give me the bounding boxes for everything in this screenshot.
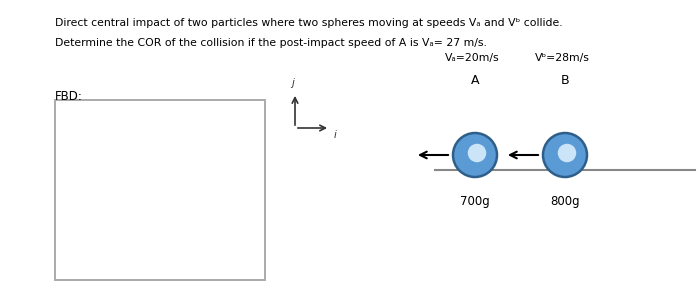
Circle shape	[558, 144, 576, 162]
Text: i: i	[334, 130, 337, 140]
Circle shape	[453, 133, 497, 177]
Text: FBD:: FBD:	[55, 90, 83, 103]
Text: j: j	[292, 78, 295, 88]
Text: 800g: 800g	[550, 195, 580, 208]
Text: Vₐ=20m/s: Vₐ=20m/s	[444, 53, 499, 63]
Text: B: B	[561, 73, 569, 86]
Text: 700g: 700g	[460, 195, 490, 208]
Text: A: A	[470, 73, 480, 86]
Text: Vᵇ=28m/s: Vᵇ=28m/s	[535, 53, 589, 63]
Text: Determine the COR of the collision if the post-impact speed of A is Vₐ= 27 m/s.: Determine the COR of the collision if th…	[55, 38, 487, 48]
Circle shape	[543, 133, 587, 177]
Bar	[55, 100, 265, 280]
Text: Direct central impact of two particles where two spheres moving at speeds Vₐ and: Direct central impact of two particles w…	[55, 18, 563, 28]
Circle shape	[468, 144, 486, 162]
